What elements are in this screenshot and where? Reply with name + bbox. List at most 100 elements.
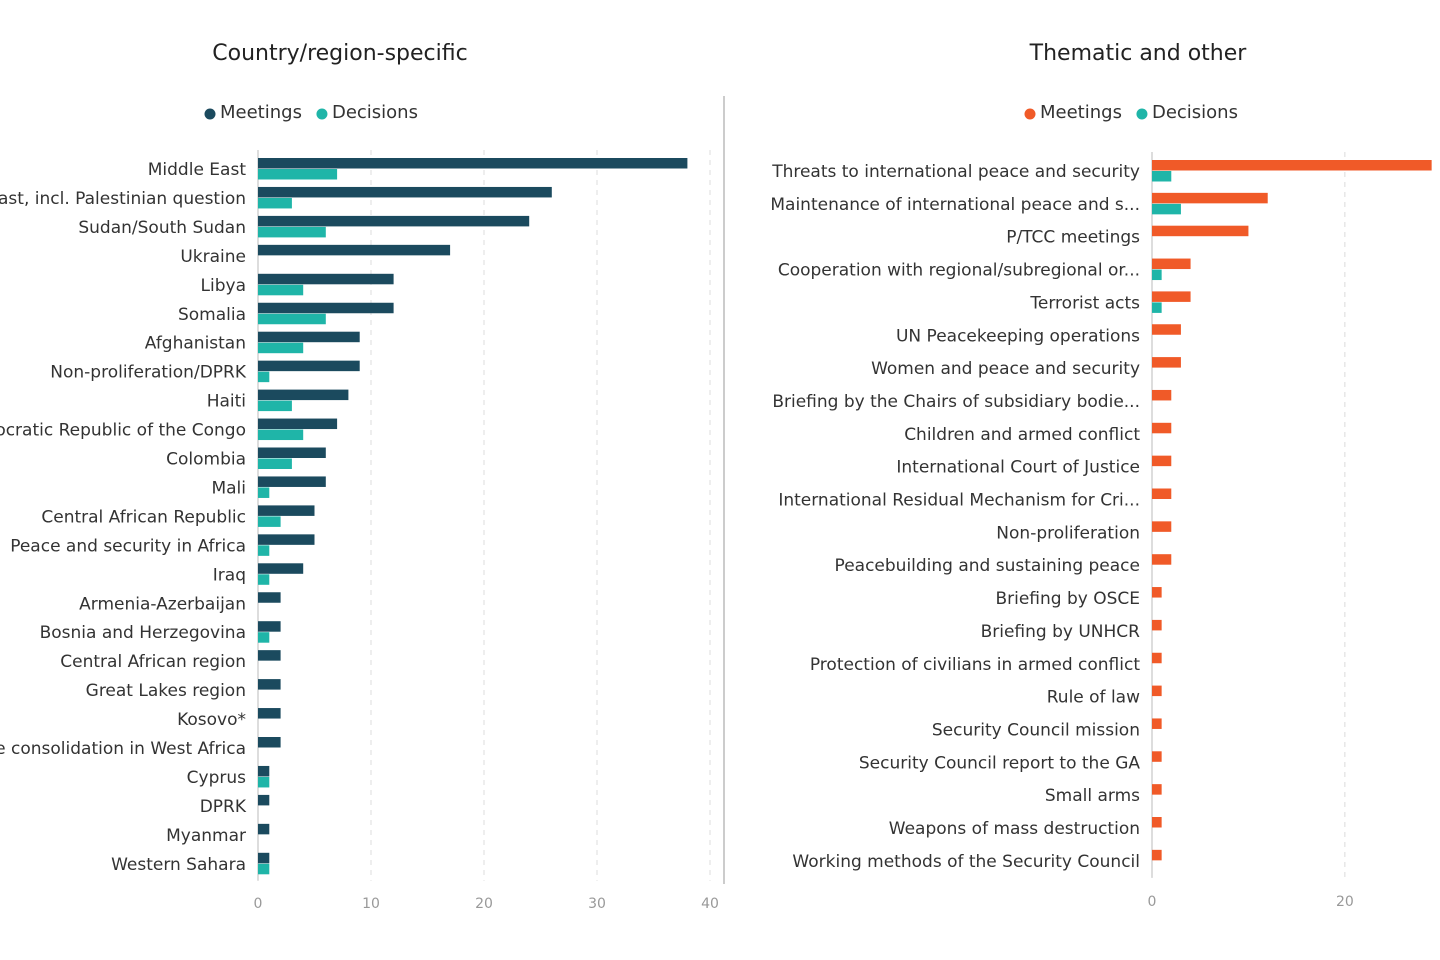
- bar-meetings: [1152, 192, 1268, 204]
- bar-meetings: [258, 823, 270, 835]
- bar-meetings: [258, 360, 360, 372]
- bar-meetings: [258, 650, 281, 661]
- bar-decisions: [1152, 302, 1162, 313]
- bar-decisions: [258, 574, 270, 585]
- bar-decisions: [1152, 203, 1181, 215]
- bar-meetings: [1152, 849, 1162, 861]
- bar-meetings: [258, 765, 270, 777]
- bar-decisions: [258, 458, 292, 469]
- bar-meetings: [258, 158, 688, 169]
- bar-meetings: [1152, 521, 1172, 532]
- category-label: Western Sahara: [111, 855, 246, 875]
- category-label: Non-proliferation: [996, 523, 1140, 543]
- x-tick-label: 30: [588, 896, 606, 912]
- bar-decisions: [1152, 269, 1162, 281]
- bar-meetings: [1152, 389, 1172, 401]
- category-label: Terrorist acts: [1029, 293, 1140, 313]
- chart-panel-2: Thematic and other Meetings Decisions 0 20 Th…: [770, 41, 1432, 910]
- category-label: Central African Republic: [41, 507, 246, 527]
- category-label: P/TCC meetings: [1006, 228, 1140, 248]
- bar-meetings: [258, 794, 270, 806]
- chart-panel-1: Country/region-specific Meetings Decisions…: [0, 41, 719, 912]
- bar-meetings: [258, 389, 349, 401]
- bar-decisions: [258, 776, 270, 788]
- category-label: Haiti: [207, 392, 246, 412]
- bar-decisions: [258, 516, 281, 527]
- bar-meetings: [258, 273, 394, 285]
- bar-decisions: [258, 197, 292, 209]
- bar-meetings: [1152, 291, 1191, 302]
- bar-decisions: [258, 487, 270, 498]
- bar-meetings: [1152, 718, 1162, 729]
- bar-decisions: [258, 400, 292, 412]
- category-label: International Court of Justice: [896, 458, 1140, 478]
- category-label: International Residual Mechanism for Cri…: [778, 491, 1140, 511]
- bar-decisions: [258, 226, 326, 238]
- bar-decisions: [258, 632, 270, 643]
- x-tick-label: 0: [254, 896, 263, 912]
- x-tick-label: 0: [1148, 894, 1157, 910]
- chart-title: Thematic and other: [1029, 41, 1248, 66]
- category-label: Kosovo*: [177, 710, 246, 730]
- category-label: Middle East: [148, 160, 247, 180]
- category-label: Weapons of mass destruction: [889, 819, 1140, 839]
- bar-meetings: [1152, 554, 1172, 565]
- bar-decisions: [1152, 171, 1172, 182]
- category-label: Threats to international peace and secur…: [771, 162, 1140, 182]
- category-label: Women and peace and security: [871, 359, 1140, 379]
- bar-meetings: [1152, 324, 1181, 335]
- category-label: Rule of law: [1047, 688, 1140, 708]
- category-label: Central African region: [60, 652, 246, 672]
- category-label: Myanmar: [166, 826, 246, 846]
- legend-label-decisions: Decisions: [332, 102, 418, 123]
- bar-meetings: [258, 679, 281, 690]
- bar-decisions: [258, 545, 270, 556]
- category-label: Briefing by UNHCR: [981, 622, 1141, 642]
- bar-meetings: [258, 505, 315, 516]
- bar-meetings: [258, 534, 315, 545]
- bar-meetings: [258, 708, 281, 719]
- bar-meetings: [258, 737, 281, 748]
- bar-meetings: [258, 563, 304, 574]
- bar-meetings: [1152, 685, 1162, 697]
- x-tick-label: 40: [701, 896, 719, 912]
- bar-meetings: [258, 476, 326, 487]
- legend-marker-decisions: [316, 108, 328, 120]
- bar-meetings: [1152, 357, 1181, 368]
- category-label: Middle East, incl. Palestinian question: [0, 189, 246, 209]
- category-label: Briefing by OSCE: [995, 589, 1140, 609]
- bar-decisions: [258, 863, 270, 875]
- bar-meetings: [258, 186, 552, 198]
- category-label: Cooperation with regional/subregional or…: [778, 261, 1140, 281]
- bar-meetings: [258, 592, 281, 603]
- category-label: Peace and security in Africa: [10, 536, 246, 556]
- category-label: Armenia-Azerbaijan: [79, 594, 246, 614]
- category-label: Afghanistan: [145, 334, 246, 354]
- bar-meetings: [258, 244, 451, 256]
- legend-label-decisions: Decisions: [1152, 102, 1238, 123]
- category-label: Protection of civilians in armed conflic…: [810, 655, 1140, 675]
- category-label: Colombia: [166, 450, 246, 470]
- bar-meetings: [258, 418, 338, 430]
- bar-meetings: [1152, 619, 1162, 631]
- category-label: Peacebuilding and sustaining peace: [835, 556, 1140, 576]
- bar-meetings: [1152, 455, 1172, 467]
- bar-meetings: [1152, 817, 1162, 828]
- x-tick-label: 10: [362, 896, 380, 912]
- bar-meetings: [1152, 784, 1162, 795]
- legend-marker-meetings: [1024, 108, 1036, 120]
- category-label: Small arms: [1045, 786, 1140, 806]
- bar-meetings: [1152, 751, 1162, 762]
- legend-label-meetings: Meetings: [1040, 102, 1122, 123]
- category-label: Democratic Republic of the Congo: [0, 421, 246, 441]
- category-label: Great Lakes region: [86, 681, 246, 701]
- category-label: Working methods of the Security Council: [792, 852, 1140, 872]
- category-label: UN Peacekeeping operations: [896, 326, 1140, 346]
- bar-meetings: [1152, 258, 1191, 270]
- bar-decisions: [258, 169, 338, 180]
- bar-meetings: [258, 302, 394, 314]
- category-label: Non-proliferation/DPRK: [50, 363, 247, 383]
- category-label: Security Council mission: [932, 720, 1140, 740]
